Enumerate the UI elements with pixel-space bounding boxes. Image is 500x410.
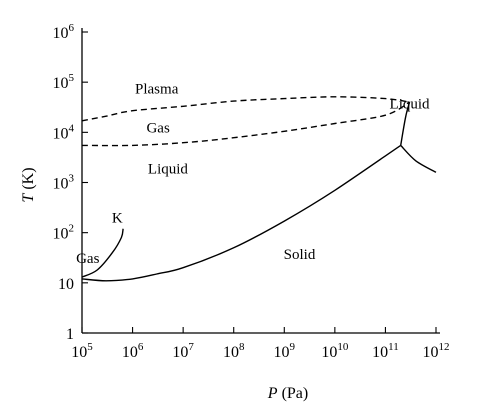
x-tick-label-base: 10 bbox=[423, 344, 439, 361]
region-label-solid: Solid bbox=[284, 247, 316, 263]
y-tick-label-base: 10 bbox=[53, 75, 69, 92]
x-tick-label: 105 bbox=[71, 341, 93, 361]
x-tick-label-exponent: 5 bbox=[87, 341, 93, 353]
y-tick-label-base: 10 bbox=[58, 276, 74, 293]
x-tick-label-exponent: 9 bbox=[290, 341, 296, 353]
x-tick-label-base: 10 bbox=[372, 344, 388, 361]
dashed-boundary-curve bbox=[81, 96, 410, 122]
x-tick-label: 1012 bbox=[423, 341, 450, 361]
y-axis-symbol: T bbox=[20, 193, 37, 203]
x-tick-label-base: 10 bbox=[223, 344, 239, 361]
x-tick-label-base: 10 bbox=[172, 344, 188, 361]
y-tick-label: 106 bbox=[53, 22, 75, 42]
y-tick-label-base: 10 bbox=[53, 25, 69, 42]
x-tick-label: 109 bbox=[274, 341, 296, 361]
x-tick-label: 108 bbox=[223, 341, 245, 361]
x-tick-label-exponent: 11 bbox=[388, 341, 399, 353]
y-tick-label-exponent: 4 bbox=[69, 122, 75, 134]
y-axis-label: T (K) bbox=[20, 167, 37, 202]
region-labels: Plasma Gas Liquid K Gas Solid Liquid bbox=[76, 81, 430, 267]
x-axis-unit: (Pa) bbox=[282, 385, 309, 402]
y-tick-label-exponent: 6 bbox=[69, 22, 75, 34]
y-tick-label: 1 bbox=[66, 326, 74, 343]
region-label-plasma: Plasma bbox=[135, 81, 179, 97]
y-tick-label: 105 bbox=[53, 72, 75, 92]
x-tick-label: 1010 bbox=[321, 341, 349, 361]
axes bbox=[81, 28, 440, 334]
x-tick-label: 1011 bbox=[372, 341, 399, 361]
y-tick-label-exponent: 3 bbox=[69, 173, 75, 185]
x-tick-label-exponent: 7 bbox=[188, 341, 194, 353]
x-tick-label-base: 10 bbox=[71, 344, 87, 361]
x-tick-label-exponent: 12 bbox=[439, 341, 450, 353]
x-tick-label: 106 bbox=[122, 341, 144, 361]
y-tick-label-exponent: 5 bbox=[69, 72, 75, 84]
x-tick-label-base: 10 bbox=[274, 344, 290, 361]
y-tick-label-base: 10 bbox=[53, 226, 69, 243]
region-label-gas: Gas bbox=[146, 120, 169, 136]
x-tick-label-exponent: 10 bbox=[337, 341, 349, 353]
y-tick-label-base: 10 bbox=[53, 176, 69, 193]
y-tick-label-base: 1 bbox=[66, 326, 74, 343]
y-tick-label: 10 bbox=[58, 276, 74, 293]
x-tick-label-exponent: 8 bbox=[239, 341, 245, 353]
phase-boundaries bbox=[81, 96, 437, 282]
solid-boundary-curve bbox=[400, 101, 411, 146]
solid-boundary-curve bbox=[81, 228, 124, 278]
x-ticks: 105 106 107 108 109 1010 1011 1012 bbox=[71, 327, 450, 361]
x-tick-label-base: 10 bbox=[321, 344, 337, 361]
y-tick-label: 104 bbox=[53, 122, 75, 142]
y-tick-label: 103 bbox=[53, 173, 75, 193]
x-tick-label: 107 bbox=[172, 341, 194, 361]
region-label-k: K bbox=[112, 210, 123, 226]
x-axis-symbol: P bbox=[267, 385, 278, 402]
y-tick-label-base: 10 bbox=[53, 125, 69, 142]
x-axis-label: P (Pa) bbox=[267, 385, 308, 402]
x-tick-label-exponent: 6 bbox=[138, 341, 144, 353]
dashed-boundary-curve bbox=[81, 101, 410, 147]
y-tick-label-exponent: 2 bbox=[69, 223, 75, 235]
solid-boundary-curve bbox=[400, 144, 437, 173]
solid-boundary-curve bbox=[81, 144, 402, 282]
y-tick-label: 102 bbox=[53, 223, 75, 243]
x-tick-label-base: 10 bbox=[122, 344, 138, 361]
region-label-gas: Gas bbox=[76, 251, 99, 267]
y-axis-unit: (K) bbox=[20, 167, 37, 189]
region-label-liquid: Liquid bbox=[390, 96, 430, 112]
region-label-liquid: Liquid bbox=[148, 162, 188, 178]
